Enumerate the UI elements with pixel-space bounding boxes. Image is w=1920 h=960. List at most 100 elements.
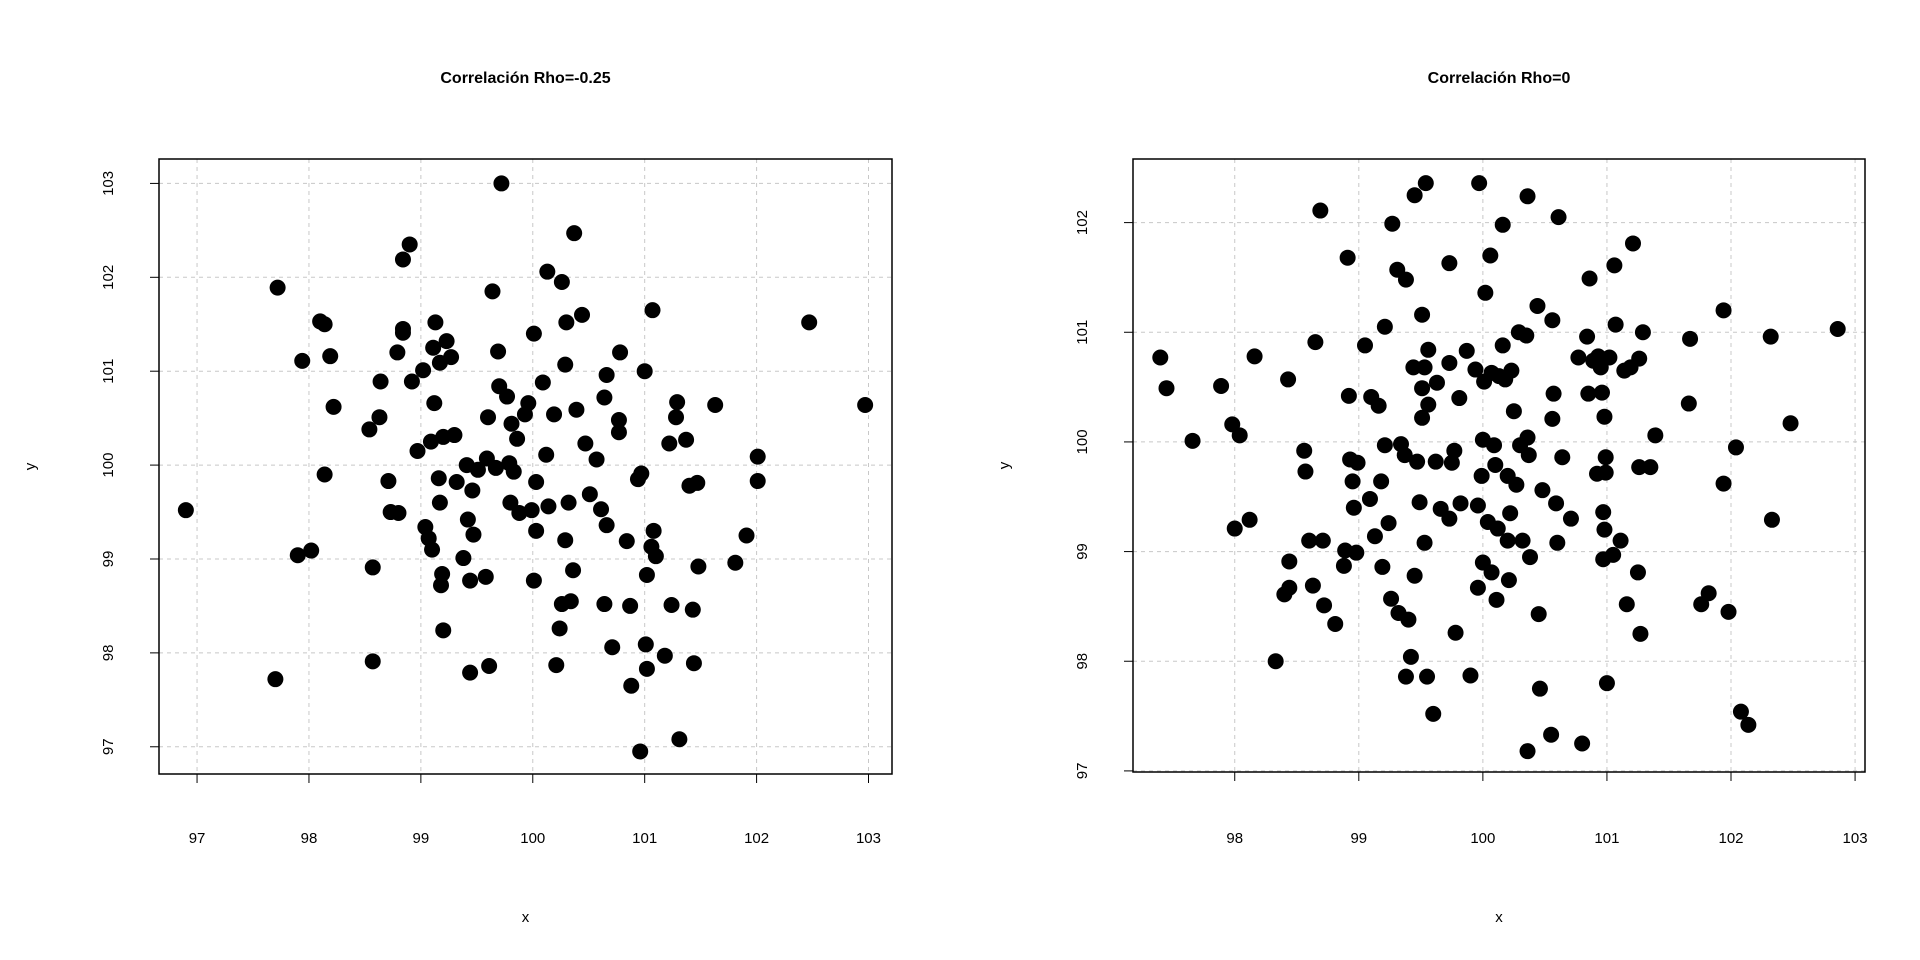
x-tick-label: 98: [1226, 830, 1243, 847]
point: [1296, 442, 1313, 459]
point: [1598, 675, 1615, 692]
point: [1314, 532, 1331, 549]
point: [538, 446, 555, 463]
point: [1246, 348, 1263, 365]
point: [371, 409, 388, 426]
point: [558, 314, 575, 331]
point: [1531, 680, 1548, 697]
point: [316, 466, 333, 483]
point: [612, 344, 629, 361]
y-tick-label: 101: [100, 359, 117, 384]
point: [671, 731, 688, 748]
point: [1762, 328, 1779, 345]
point: [1396, 447, 1413, 464]
point: [511, 504, 528, 521]
point: [1763, 511, 1780, 528]
point: [1458, 342, 1475, 359]
point: [1574, 735, 1591, 752]
point: [1489, 520, 1506, 537]
point: [1700, 585, 1717, 602]
point: [1414, 306, 1431, 323]
point: [1357, 337, 1374, 354]
point: [477, 568, 494, 585]
point: [1152, 349, 1169, 366]
point: [1281, 579, 1298, 596]
point: [1544, 410, 1561, 427]
point: [316, 316, 333, 333]
point: [493, 175, 510, 192]
point: [1397, 271, 1414, 288]
point: [1231, 427, 1248, 444]
point: [1420, 341, 1437, 358]
point: [610, 412, 627, 429]
point: [1384, 215, 1401, 232]
plot-frame: [1132, 158, 1866, 773]
point: [1642, 459, 1659, 476]
x-tick-label: 97: [189, 830, 206, 847]
y-tick-label: 99: [100, 551, 117, 568]
point: [593, 501, 610, 518]
point: [1400, 611, 1417, 628]
point: [380, 473, 397, 490]
point: [1374, 558, 1391, 575]
point: [598, 366, 615, 383]
x-tick-label: 99: [413, 830, 430, 847]
point: [574, 306, 591, 323]
point: [462, 572, 479, 589]
y-tick-label: 97: [100, 738, 117, 755]
point: [1494, 337, 1511, 354]
point: [1344, 473, 1361, 490]
point: [596, 596, 613, 613]
point: [1469, 497, 1486, 514]
point: [1593, 384, 1610, 401]
point: [490, 343, 507, 360]
y-tick-label: 98: [1074, 653, 1091, 670]
point: [1443, 454, 1460, 471]
point: [669, 394, 686, 411]
point: [1595, 504, 1612, 521]
point: [1414, 380, 1431, 397]
point: [1605, 546, 1622, 563]
point: [1680, 395, 1697, 412]
point: [372, 373, 389, 390]
point: [1301, 532, 1318, 549]
point: [1366, 528, 1383, 545]
point: [1530, 606, 1547, 623]
point: [727, 554, 744, 571]
point: [738, 527, 755, 544]
point: [435, 622, 452, 639]
point: [1727, 439, 1744, 456]
point: [540, 498, 557, 515]
x-tick-label: 101: [632, 830, 657, 847]
point: [678, 431, 695, 448]
point: [177, 502, 194, 519]
point: [566, 225, 583, 242]
point: [448, 473, 465, 490]
point: [1732, 703, 1749, 720]
point: [1502, 505, 1519, 522]
x-axis-label: x: [522, 909, 530, 926]
point: [431, 494, 448, 511]
point: [685, 655, 702, 672]
point: [623, 677, 640, 694]
point: [1462, 667, 1479, 684]
point: [389, 344, 406, 361]
point: [1327, 615, 1344, 632]
point: [1544, 312, 1561, 329]
point: [1607, 316, 1624, 333]
point: [1361, 490, 1378, 507]
point: [1631, 459, 1648, 476]
point: [637, 636, 654, 653]
point: [1397, 668, 1414, 685]
point: [1562, 510, 1579, 527]
point: [1226, 520, 1243, 537]
point: [1373, 473, 1390, 490]
point: [1549, 534, 1566, 551]
point: [1467, 361, 1484, 378]
point: [1829, 320, 1846, 337]
point: [1416, 359, 1433, 376]
point: [1618, 596, 1635, 613]
point: [684, 601, 701, 618]
plot-frame: [158, 158, 893, 775]
point: [520, 395, 537, 412]
